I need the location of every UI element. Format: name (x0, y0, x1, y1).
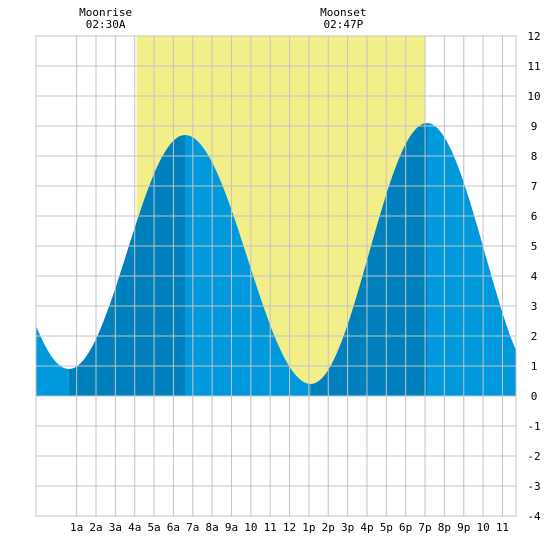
y-tick-label: 9 (531, 120, 538, 133)
moonrise-label: Moonrise (79, 6, 132, 19)
x-tick-label: 9a (225, 521, 238, 534)
x-tick-label: 1a (70, 521, 83, 534)
x-tick-label: 10 (476, 521, 489, 534)
y-tick-label: 6 (531, 210, 538, 223)
x-tick-label: 4p (360, 521, 373, 534)
y-tick-label: 5 (531, 240, 538, 253)
x-tick-label: 3p (341, 521, 354, 534)
tide-falling-area (36, 325, 69, 396)
y-tick-label: 2 (531, 330, 538, 343)
moonset-time: 02:47P (323, 18, 363, 31)
x-tick-label: 10 (244, 521, 257, 534)
moonset-label: Moonset (320, 6, 366, 19)
x-axis-labels: 1a 2a 3a 4a 5a 6a 7a 8a 9a 10 11 12 1p 2p 3p 4p 5p 6p 7p 8p… (70, 521, 509, 534)
x-tick-label: 5a (147, 521, 160, 534)
tide-rising-area (310, 123, 427, 396)
x-tick-label: 8a (206, 521, 219, 534)
moonrise-time: 02:30A (86, 18, 126, 31)
x-tick-label: 12 (283, 521, 296, 534)
y-tick-label: 11 (527, 60, 540, 73)
x-tick-label: 6p (399, 521, 412, 534)
tide-rising-area (68, 135, 185, 396)
x-tick-label: 6a (167, 521, 180, 534)
y-tick-label: 10 (527, 90, 540, 103)
y-tick-label: 3 (531, 300, 538, 313)
y-tick-label: 7 (531, 180, 538, 193)
y-tick-label: 1 (531, 360, 538, 373)
x-tick-label: 5p (380, 521, 393, 534)
x-tick-label: 11 (496, 521, 509, 534)
tide-falling-area (185, 135, 311, 396)
tide-falling-area (427, 123, 516, 396)
y-tick-label: 12 (527, 30, 540, 43)
y-tick-label: 8 (531, 150, 538, 163)
x-tick-label: 11 (264, 521, 277, 534)
plot-border (35, 35, 517, 517)
x-tick-label: 1p (302, 521, 315, 534)
x-tick-label: 7a (186, 521, 199, 534)
x-tick-label: 7p (418, 521, 431, 534)
x-tick-label: 4a (128, 521, 141, 534)
y-tick-label: 0 (531, 390, 538, 403)
x-tick-label: 9p (457, 521, 470, 534)
x-tick-label: 2a (89, 521, 102, 534)
y-tick-label: -2 (527, 450, 540, 463)
tide-areas (36, 123, 516, 396)
y-tick-label: -4 (527, 510, 541, 523)
x-tick-label: 8p (438, 521, 451, 534)
x-tick-label: 3a (109, 521, 122, 534)
y-tick-label: 4 (531, 270, 538, 283)
x-tick-label: 2p (322, 521, 335, 534)
y-tick-label: -3 (527, 480, 540, 493)
y-tick-label: -1 (527, 420, 540, 433)
